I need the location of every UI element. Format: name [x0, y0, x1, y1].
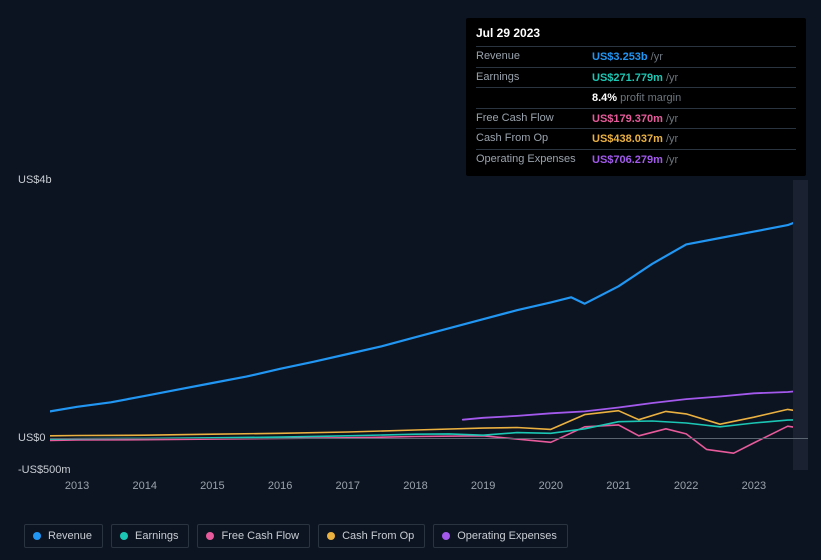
x-tick-label: 2019: [471, 480, 495, 492]
x-tick-label: 2018: [403, 480, 427, 492]
legend-item[interactable]: Cash From Op: [318, 524, 425, 548]
x-tick-label: 2020: [539, 480, 563, 492]
tooltip-date: Jul 29 2023: [476, 26, 796, 46]
tooltip-row-label: Cash From Op: [476, 131, 592, 147]
legend: Revenue Earnings Free Cash Flow Cash From O…: [24, 524, 568, 548]
series-line: [50, 217, 808, 411]
tooltip-row-unit: /yr: [651, 51, 663, 63]
legend-item[interactable]: Free Cash Flow: [197, 524, 310, 548]
legend-dot-icon: [33, 532, 41, 540]
tooltip-rows: RevenueUS$3.253b/yrEarningsUS$271.779m/y…: [476, 46, 796, 170]
x-tick-label: 2016: [268, 480, 292, 492]
tooltip-row-value: US$271.779m: [592, 72, 663, 84]
future-shade: [793, 180, 808, 470]
tooltip-row-value: US$3.253b: [592, 51, 648, 63]
tooltip-row-value: US$179.370m: [592, 113, 663, 125]
tooltip-row-unit: /yr: [666, 133, 678, 145]
tooltip-row-label: Earnings: [476, 70, 592, 86]
tooltip-row-value: US$438.037m: [592, 133, 663, 145]
legend-label: Earnings: [135, 530, 178, 542]
tooltip-row: RevenueUS$3.253b/yr: [476, 46, 796, 67]
tooltip-box: Jul 29 2023 RevenueUS$3.253b/yrEarningsU…: [466, 18, 806, 176]
tooltip-row: 8.4%profit margin: [476, 87, 796, 108]
x-tick-label: 2017: [336, 480, 360, 492]
zero-gridline: [50, 438, 808, 439]
legend-dot-icon: [206, 532, 214, 540]
x-tick-label: 2023: [742, 480, 766, 492]
x-tick-label: 2014: [133, 480, 157, 492]
legend-label: Cash From Op: [342, 530, 414, 542]
x-tick-label: 2022: [674, 480, 698, 492]
plot-area: [50, 180, 808, 470]
tooltip-row-value: 8.4%: [592, 92, 617, 104]
legend-dot-icon: [442, 532, 450, 540]
legend-label: Free Cash Flow: [221, 530, 299, 542]
legend-label: Operating Expenses: [457, 530, 557, 542]
legend-dot-icon: [327, 532, 335, 540]
x-tick-label: 2021: [606, 480, 630, 492]
tooltip-row: Cash From OpUS$438.037m/yr: [476, 128, 796, 149]
legend-item[interactable]: Earnings: [111, 524, 189, 548]
series-line: [463, 390, 808, 420]
legend-dot-icon: [120, 532, 128, 540]
tooltip-row-label: Revenue: [476, 49, 592, 65]
earnings-revenue-chart[interactable]: US$4bUS$0-US$500m 2013201420152016201720…: [18, 160, 808, 510]
tooltip-row: EarningsUS$271.779m/yr: [476, 67, 796, 88]
tooltip-row: Free Cash FlowUS$179.370m/yr: [476, 108, 796, 129]
tooltip-row-label: [476, 90, 592, 106]
tooltip-row-unit: /yr: [666, 113, 678, 125]
legend-item[interactable]: Operating Expenses: [433, 524, 568, 548]
tooltip-row-unit: profit margin: [620, 92, 681, 104]
tooltip-row-label: Free Cash Flow: [476, 111, 592, 127]
series-line: [50, 409, 808, 435]
legend-item[interactable]: Revenue: [24, 524, 103, 548]
x-tick-label: 2015: [200, 480, 224, 492]
y-tick-label: US$0: [18, 432, 46, 444]
line-series-svg: [50, 180, 808, 470]
legend-label: Revenue: [48, 530, 92, 542]
tooltip-row-unit: /yr: [666, 72, 678, 84]
x-tick-label: 2013: [65, 480, 89, 492]
y-tick-label: US$4b: [18, 174, 52, 186]
